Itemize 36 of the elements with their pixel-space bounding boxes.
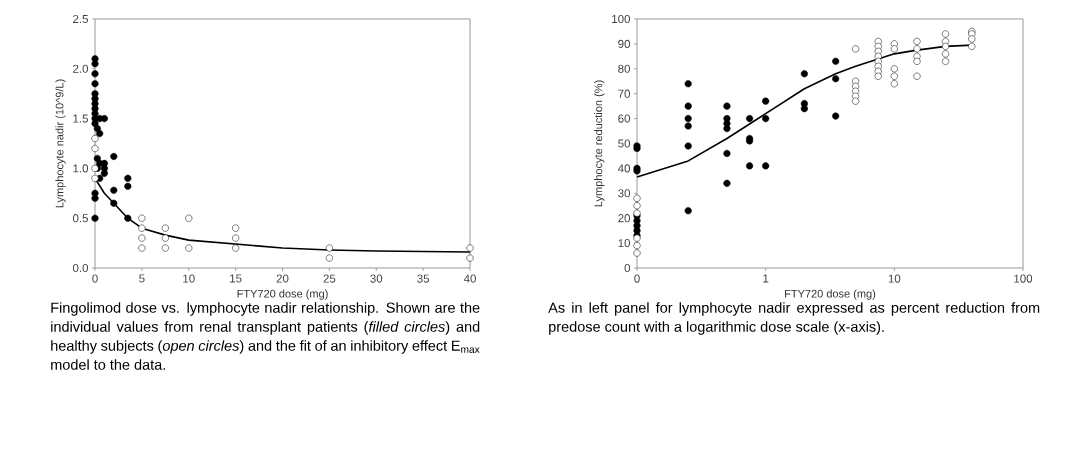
x-tick-label: 0 (634, 274, 640, 283)
x-tick-label: 100 (1014, 274, 1033, 283)
y-tick-label: 0.0 (72, 263, 89, 273)
text: Fingolimod dose vs. lymphocyte nadir relationship. Shown are the individual values from renal transplant patients (filled circles) and healthy subjects (open circles) and the fit of an inhibitory effect E$_{max}$ model to the data. (51, 302, 480, 370)
y-axis-title: Lymphocyte reduction (%) (594, 80, 605, 207)
y-tick-label: 20 (618, 214, 631, 223)
x-tick-label: 10 (888, 274, 901, 283)
x-axis-title: FTY720 dose (mg) (237, 289, 328, 300)
y-tick-label: 10 (618, 239, 631, 248)
y-tick-label: 70 (618, 89, 631, 98)
x-axis-title: FTY720 dose (mg) (785, 289, 876, 300)
y-tick-label: 80 (618, 64, 631, 73)
x-tick-label: 30 (370, 274, 383, 283)
x-tick-label: 1 (763, 274, 769, 283)
y-axis-title: Lymphocyte nadir (10^9/L) (55, 79, 66, 208)
x-tick-label: 15 (230, 274, 242, 283)
y-tick-label: 2.0 (73, 64, 89, 73)
y-tick-label: 100 (612, 14, 631, 24)
x-tick-label: 25 (323, 274, 336, 283)
y-tick-label: 30 (618, 189, 631, 198)
y-tick-label: 60 (618, 114, 631, 123)
x-tick-label: 40 (463, 274, 476, 283)
x-tick-label: 0 (92, 274, 98, 283)
x-tick-label: 10 (183, 274, 195, 283)
y-tick-label: 0 (624, 263, 631, 273)
text: As in left panel for lymphocyte nadir expressed as percent reduction from predose count with a logarithmic dose scale (x-axis). (548, 302, 1040, 335)
y-tick-label: 0.5 (72, 214, 88, 223)
y-tick-label: 50 (618, 139, 631, 148)
x-tick-label: 20 (276, 274, 289, 283)
y-tick-label: 1.0 (73, 164, 89, 173)
y-tick-label: 1.5 (73, 114, 88, 123)
y-tick-label: 2.5 (73, 14, 88, 24)
y-tick-label: 90 (618, 39, 631, 48)
x-tick-label: 5 (139, 274, 145, 283)
y-tick-label: 40 (617, 164, 631, 173)
x-tick-label: 35 (417, 274, 430, 283)
